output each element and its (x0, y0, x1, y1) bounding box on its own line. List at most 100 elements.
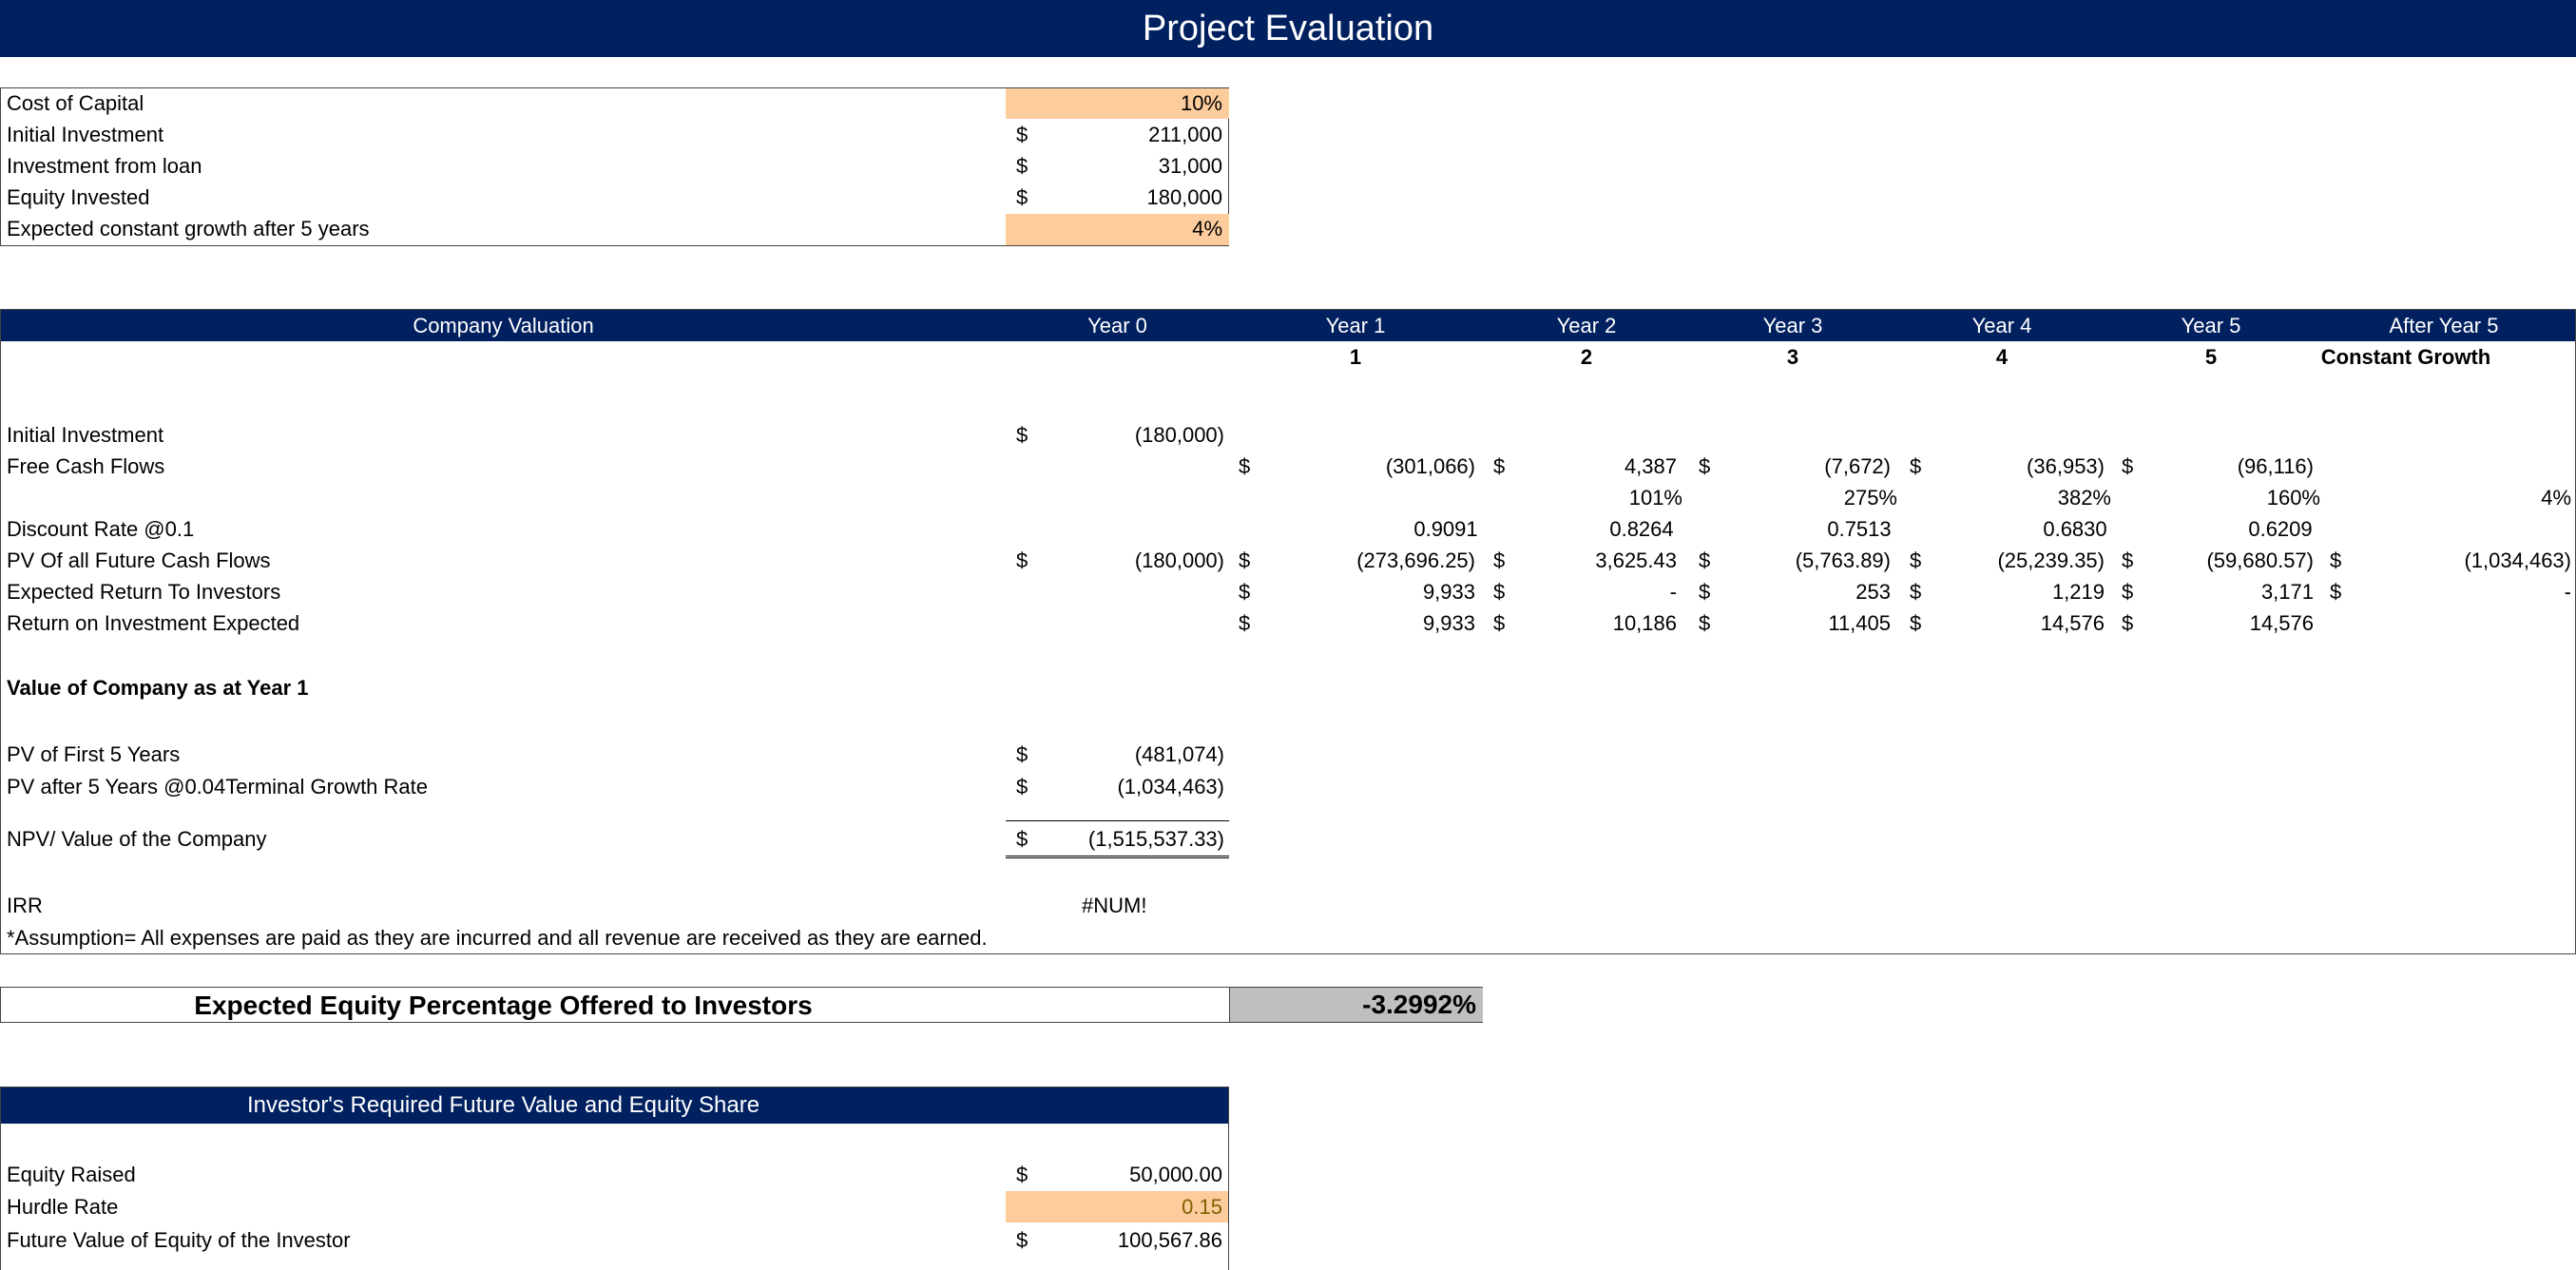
cell-value[interactable]: 9,933 (1422, 580, 1475, 604)
cell-value[interactable]: 11,405 (1828, 611, 1891, 635)
pv-first-value[interactable]: (481,074) (1134, 742, 1224, 766)
cell-value[interactable]: - (1669, 580, 1677, 604)
cell-value[interactable]: 253 (1855, 580, 1891, 604)
cell-value[interactable]: (36,953) (2027, 454, 2105, 478)
cell-currency: $ (1493, 548, 1506, 572)
cell-currency: $ (1239, 454, 1251, 478)
cell-value[interactable]: (59,680.57) (2206, 548, 2314, 572)
pv-first-label: PV of First 5 Years (7, 742, 181, 766)
cell-value[interactable]: 3,171 (2260, 580, 2314, 604)
cell-currency: $ (1910, 454, 1922, 478)
input-value: 10% (1180, 91, 1222, 115)
valuation-header-label: Company Valuation (413, 314, 594, 337)
cell-value[interactable]: (273,696.25) (1356, 548, 1475, 572)
investor-row-value[interactable]: 0.15 (1182, 1195, 1222, 1219)
cell-value[interactable]: 14,576 (2249, 611, 2314, 635)
cell-currency: $ (1239, 611, 1251, 635)
cell-currency: $ (1910, 580, 1922, 604)
year0-currency: $ (1016, 423, 1028, 447)
cell-currency: $ (1910, 548, 1922, 572)
period-number: 5 (2204, 345, 2218, 369)
hurdle-rate-cell[interactable] (1006, 1191, 1228, 1222)
cell-currency: $ (2330, 580, 2342, 604)
npv-value[interactable]: (1,515,537.33) (1087, 827, 1224, 851)
cell-value[interactable]: 3,625.43 (1595, 548, 1677, 572)
col-year-0: Year 0 (1087, 314, 1147, 337)
title-banner: Project Evaluation (0, 0, 2576, 57)
input-label: Initial Investment (7, 123, 164, 146)
cell-value[interactable]: (5,763.89) (1795, 548, 1891, 572)
cell-value[interactable]: 4,387 (1624, 454, 1677, 478)
growth-percent: 275% (1843, 486, 1897, 510)
input-label: Investment from loan (7, 154, 202, 178)
row-label: PV Of all Future Cash Flows (7, 548, 271, 572)
row-label: Return on Investment Expected (7, 611, 300, 635)
investor-row-value[interactable]: 100,567.86 (1117, 1228, 1222, 1252)
input-label: Cost of Capital (7, 91, 144, 115)
period-number: 1 (1349, 345, 1362, 369)
cell-value[interactable]: 9,933 (1422, 611, 1475, 635)
irr-value[interactable]: #NUM! (1082, 894, 1147, 917)
pv-after-label: PV after 5 Years @0.04Terminal Growth Ra… (7, 775, 428, 799)
cost-of-capital-cell[interactable] (1006, 88, 1229, 119)
investor-row-value[interactable]: 50,000.00 (1129, 1163, 1222, 1186)
cell-value[interactable]: (7,672) (1824, 454, 1891, 478)
row-label: Free Cash Flows (7, 454, 165, 478)
cell-currency: $ (1239, 548, 1251, 572)
period-number: Constant Growth (2320, 345, 2491, 369)
equity-offer-label: Expected Equity Percentage Offered to In… (194, 991, 813, 1020)
year0-value[interactable]: (180,000) (1134, 423, 1224, 447)
npv-top-border (1006, 820, 1229, 821)
cell-value[interactable]: 1,219 (2051, 580, 2105, 604)
investor-row-label: Hurdle Rate (7, 1195, 119, 1219)
pv-after-value[interactable]: (1,034,463) (1117, 775, 1224, 799)
input-label: Expected constant growth after 5 years (7, 217, 370, 241)
period-number: 2 (1580, 345, 1593, 369)
equity-offer-value[interactable]: -3.2992% (1362, 990, 1476, 1019)
investor-header-label: Investor's Required Future Value and Equ… (246, 1092, 760, 1118)
investor-row-label: Equity Raised (7, 1163, 136, 1186)
col-year-2: Year 2 (1556, 314, 1617, 337)
investor-row-currency: $ (1016, 1228, 1028, 1252)
input-value[interactable]: 180,000 (1146, 185, 1222, 209)
discount-factor: 0.7513 (1827, 517, 1892, 541)
discount-factor: 0.9091 (1413, 517, 1478, 541)
pv-after-currency: $ (1016, 775, 1028, 799)
col-year-4: Year 4 (1971, 314, 2032, 337)
input-currency: $ (1016, 185, 1028, 209)
equity-offer-value-cell (1229, 988, 1483, 1022)
cell-value[interactable]: 10,186 (1612, 611, 1677, 635)
npv-currency: $ (1016, 827, 1028, 851)
pv-first-currency: $ (1016, 742, 1028, 766)
col-year-1: Year 1 (1325, 314, 1386, 337)
growth-percent: 160% (2266, 486, 2320, 510)
investor-row-currency: $ (1016, 1163, 1028, 1186)
discount-factor: 0.6830 (2043, 517, 2107, 541)
cell-value[interactable]: - (2564, 580, 2571, 604)
irr-label: IRR (7, 894, 43, 917)
period-number: 4 (1995, 345, 2009, 369)
input-value[interactable]: 31,000 (1158, 154, 1222, 178)
row-label: Expected Return To Investors (7, 580, 281, 604)
investor-header: Investor's Required Future Value and Equ… (1, 1087, 1228, 1124)
growth-rate-cell[interactable] (1006, 214, 1229, 245)
investor-row-label: Future Value of Equity of the Investor (7, 1228, 351, 1252)
input-value[interactable]: 211,000 (1148, 123, 1222, 146)
company-value-heading: Value of Company as at Year 1 (7, 676, 309, 700)
page-title: Project Evaluation (1142, 9, 1434, 48)
cell-value[interactable]: (1,034,463) (2464, 548, 2571, 572)
cell-value[interactable]: (25,239.35) (1997, 548, 2105, 572)
cell-value[interactable]: (301,066) (1385, 454, 1475, 478)
growth-percent: 4% (2541, 486, 2571, 510)
input-value: 4% (1192, 217, 1222, 241)
cell-value[interactable]: 14,576 (2040, 611, 2105, 635)
equity-offer-row: Expected Equity Percentage Offered to In… (0, 987, 1483, 1023)
year0-value[interactable]: (180,000) (1134, 548, 1224, 572)
row-label: Initial Investment (7, 423, 164, 447)
cell-value[interactable]: (96,116) (2237, 454, 2314, 478)
col-year-5: Year 5 (2181, 314, 2241, 337)
cell-currency: $ (1239, 580, 1251, 604)
cell-currency: $ (2122, 580, 2134, 604)
assumption-note: *Assumption= All expenses are paid as th… (7, 926, 988, 950)
cell-currency: $ (1699, 580, 1711, 604)
